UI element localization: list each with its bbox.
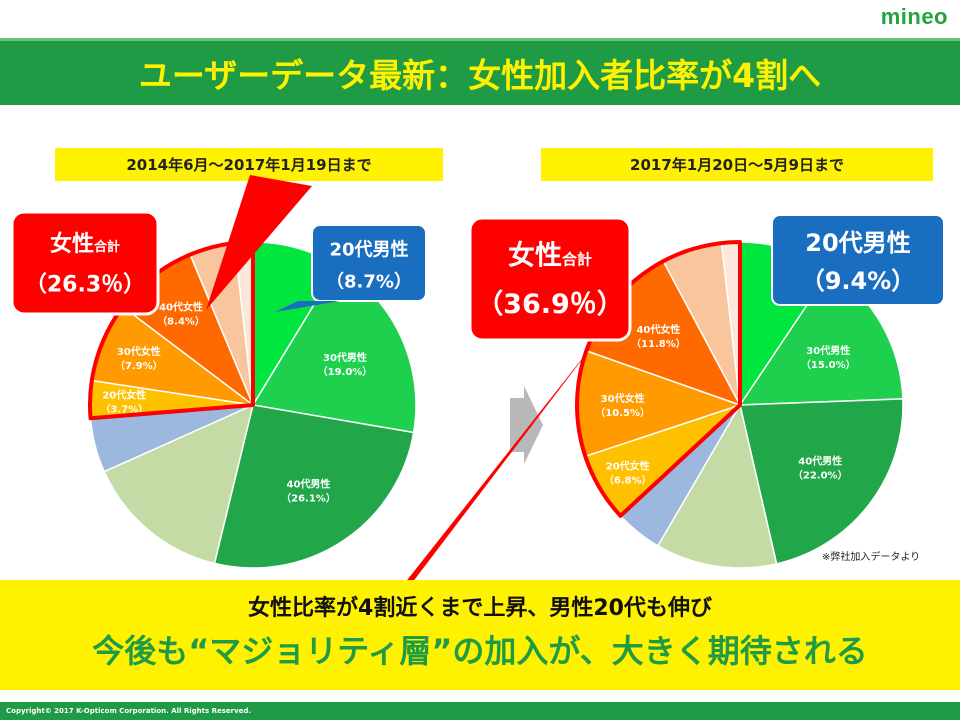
slice-label-male-30: 30代男性 bbox=[806, 344, 850, 357]
slice-label-female-40: 40代女性 bbox=[636, 323, 680, 336]
male-20s-callout-value: （9.4%） bbox=[801, 267, 916, 295]
slice-value-female-30: （7.9%） bbox=[115, 359, 163, 372]
male-20s-callout bbox=[311, 224, 427, 302]
male-20s-callout bbox=[771, 214, 945, 306]
page-title: ユーザーデータ最新：女性加入者比率が4割へ bbox=[0, 38, 960, 105]
transition-arrow-icon bbox=[510, 386, 543, 464]
slice-label-male-40: 40代男性 bbox=[287, 477, 331, 490]
slice-label-male-30: 30代男性 bbox=[323, 351, 367, 364]
female-total-value: （36.9％） bbox=[476, 289, 624, 320]
period-label-left: 2014年6月～2017年1月19日まで bbox=[55, 148, 443, 181]
summary-box bbox=[0, 580, 960, 690]
female-callout-pointer bbox=[407, 336, 600, 580]
slice-value-male-30: （15.0%） bbox=[801, 358, 856, 371]
pie-charts: 30代男性（19.0%）40代男性（26.1%）20代女性（3.7%）30代女性… bbox=[10, 175, 945, 580]
slice-label-female-30: 30代女性 bbox=[117, 345, 161, 358]
slice-value-female-20: （6.8%） bbox=[604, 473, 652, 486]
copyright-footer: Copyright© 2017 K-Opticom Corporation. A… bbox=[0, 702, 960, 720]
slice-label-female-30: 30代女性 bbox=[601, 392, 645, 405]
male-20s-callout-value: （8.7%） bbox=[326, 271, 412, 292]
pie-slice-male-40 bbox=[739, 398, 904, 565]
slice-label-female-40: 40代女性 bbox=[159, 300, 203, 313]
male-20s-callout-label: 20代男性 bbox=[805, 229, 910, 257]
slice-value-female-40: （11.8%） bbox=[631, 337, 686, 350]
summary-line-2: 今後も“マジョリティ層”の加入が、大きく期待される bbox=[92, 632, 868, 670]
pie-slice-male-50 bbox=[103, 403, 255, 565]
slice-label-male-40: 40代男性 bbox=[798, 454, 842, 467]
slice-label-female-20: 20代女性 bbox=[102, 389, 146, 402]
female-total-value: （26.3％） bbox=[25, 273, 145, 298]
male-callout-pointer bbox=[275, 301, 340, 312]
slice-value-male-40: （26.1%） bbox=[281, 491, 336, 504]
slice-value-female-30: （10.5%） bbox=[595, 406, 650, 419]
female-total-callout bbox=[468, 216, 632, 342]
slice-value-female-20: （3.7%） bbox=[100, 403, 148, 416]
slice-value-female-40: （8.4%） bbox=[157, 314, 205, 327]
source-note: ※弊社加入データより bbox=[822, 552, 921, 563]
slice-value-male-40: （22.0%） bbox=[793, 468, 848, 481]
pie-slice-male-40 bbox=[213, 404, 415, 569]
pie-slice-male-50 bbox=[656, 402, 778, 569]
mineo-logo: mineo bbox=[880, 4, 948, 29]
male-20s-callout-label: 20代男性 bbox=[329, 238, 408, 260]
female-callout-pointer bbox=[206, 175, 312, 310]
slice-label-female-20: 20代女性 bbox=[606, 459, 650, 472]
female-total-label: 女性合計 bbox=[508, 239, 592, 271]
period-label-right: 2017年1月20日～5月9日まで bbox=[541, 148, 933, 181]
female-total-label: 女性合計 bbox=[50, 231, 120, 257]
slice-value-male-30: （19.0%） bbox=[318, 365, 373, 378]
summary-line-1: 女性比率が4割近くまで上昇、男性20代も伸び bbox=[248, 596, 712, 621]
female-total-callout bbox=[10, 210, 160, 316]
